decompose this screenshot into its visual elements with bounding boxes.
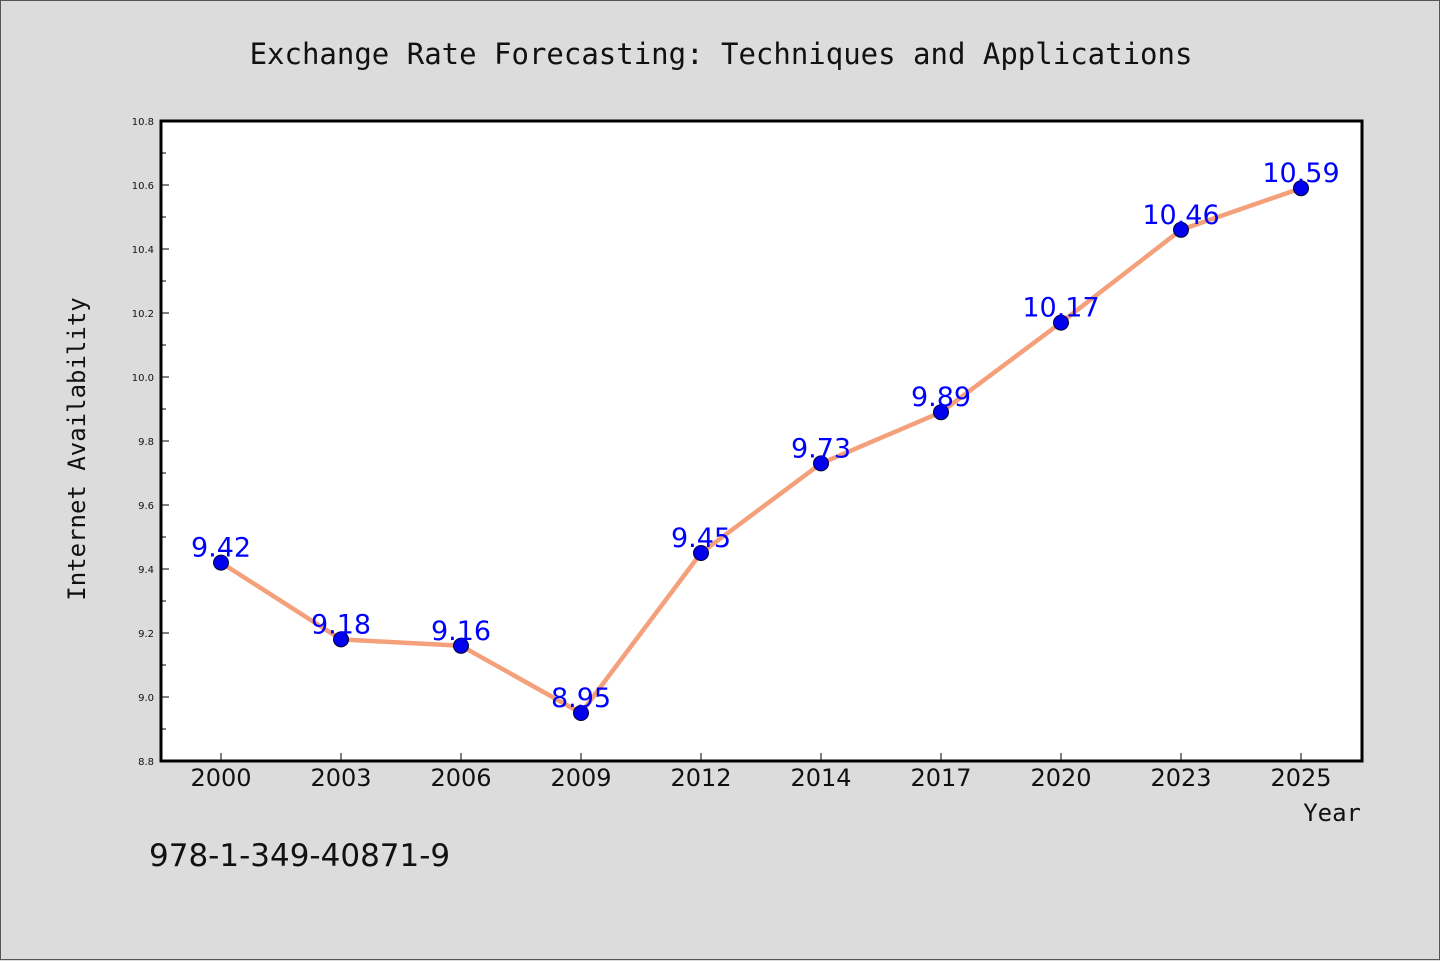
x-tick-label: 2000 — [190, 764, 251, 792]
y-tick-label: 10.8 — [132, 117, 154, 128]
data-label: 9.45 — [671, 523, 731, 554]
y-tick-label: 9.6 — [138, 501, 154, 512]
y-axis-label: Internet Availability — [63, 297, 91, 600]
data-label: 9.18 — [311, 609, 371, 640]
y-tick-label: 9.8 — [138, 437, 154, 448]
y-axis-ticks: 8.8 9.0 9.2 9.4 9.6 9.8 10.0 10.2 10.4 10.6 10.8 — [132, 117, 169, 768]
series-group — [213, 180, 1309, 721]
data-point — [693, 545, 709, 561]
plot-area — [159, 119, 1364, 763]
data-point — [333, 631, 349, 648]
data-label: 9.42 — [191, 533, 251, 564]
y-tick-label: 9.0 — [138, 693, 154, 704]
x-tick-label: 2023 — [1150, 764, 1211, 792]
data-point — [1293, 180, 1309, 197]
x-tick-label: 2020 — [1030, 764, 1091, 792]
data-label: 10.17 — [1022, 293, 1099, 324]
data-point — [453, 637, 469, 654]
y-tick-label: 9.2 — [138, 629, 154, 640]
x-tick-label: 2025 — [1270, 764, 1331, 792]
data-labels-group: 9.42 9.18 9.16 8.95 9.45 9.73 9.89 10.17 10.46 10… — [191, 158, 1340, 714]
x-tick-label: 2014 — [790, 764, 851, 792]
data-label: 8.95 — [551, 683, 611, 714]
data-label: 10.59 — [1262, 158, 1339, 189]
isbn-footnote: 978-1-349-40871-9 — [149, 838, 450, 874]
y-tick-label: 9.4 — [138, 565, 154, 576]
x-tick-label: 2012 — [670, 764, 731, 792]
y-tick-label: 10.2 — [132, 309, 154, 320]
y-tick-label: 10.4 — [132, 245, 154, 256]
x-axis-ticks: 2000 2003 2006 2009 2012 2014 2017 2020 2023 2025 — [190, 753, 1332, 792]
data-point — [1173, 221, 1189, 238]
data-label: 9.16 — [431, 616, 491, 647]
data-point — [1053, 314, 1069, 331]
data-point — [933, 404, 949, 421]
x-tick-label: 2009 — [550, 764, 611, 792]
chart-title: Exchange Rate Forecasting: Techniques an… — [250, 37, 1193, 71]
y-tick-label: 10.0 — [132, 373, 154, 384]
x-axis-label: Year — [1303, 799, 1361, 827]
data-point — [573, 705, 589, 721]
y-tick-label: 10.6 — [132, 181, 154, 192]
data-point — [813, 455, 829, 472]
x-tick-label: 2006 — [430, 764, 491, 792]
data-label: 9.73 — [791, 433, 851, 464]
x-tick-label: 2003 — [310, 764, 371, 792]
data-label: 10.46 — [1142, 200, 1219, 231]
data-point — [213, 554, 229, 571]
y-tick-label: 8.8 — [138, 757, 154, 768]
data-label: 9.89 — [911, 382, 971, 413]
x-tick-label: 2017 — [910, 764, 971, 792]
series-line — [218, 185, 1304, 716]
